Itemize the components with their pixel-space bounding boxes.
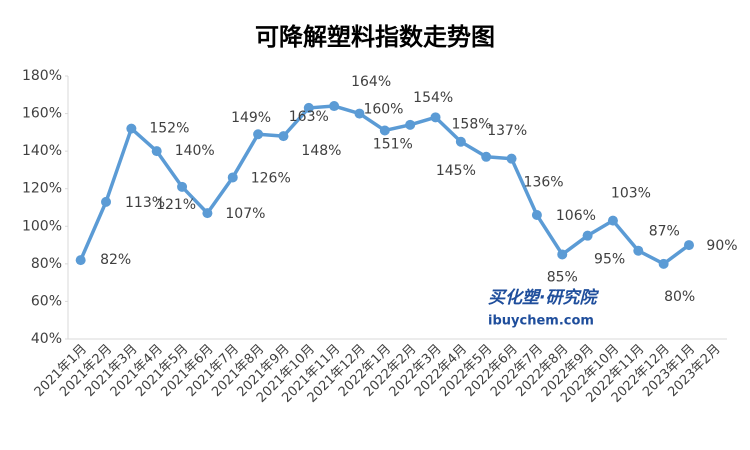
data-point bbox=[506, 153, 517, 164]
data-point bbox=[379, 125, 390, 136]
data-label: 107% bbox=[225, 206, 265, 222]
data-point bbox=[303, 102, 314, 113]
y-tick-label: 140% bbox=[22, 143, 62, 159]
y-tick-label: 40% bbox=[31, 331, 62, 347]
data-label: 163% bbox=[289, 109, 329, 125]
data-point bbox=[557, 249, 568, 260]
data-label: 160% bbox=[363, 102, 403, 118]
data-point bbox=[658, 258, 669, 269]
watermark-site: ibuychem.com bbox=[488, 314, 594, 329]
data-label: 82% bbox=[100, 252, 131, 268]
data-point bbox=[151, 146, 162, 157]
data-label: 87% bbox=[649, 224, 680, 240]
data-point bbox=[531, 210, 542, 221]
data-point bbox=[582, 230, 593, 241]
data-label: 140% bbox=[175, 143, 215, 159]
data-label: 164% bbox=[351, 74, 391, 90]
chart-title: 可降解塑料指数走势图 bbox=[255, 23, 495, 51]
y-tick-label: 100% bbox=[22, 218, 62, 234]
data-point bbox=[253, 129, 264, 140]
y-tick-label: 60% bbox=[31, 293, 62, 309]
data-label: 113% bbox=[125, 195, 165, 211]
data-point bbox=[405, 119, 416, 130]
data-point bbox=[481, 151, 492, 162]
data-label: 148% bbox=[301, 143, 341, 159]
y-tick-label: 180% bbox=[22, 68, 62, 84]
data-point bbox=[607, 215, 618, 226]
data-point bbox=[101, 196, 112, 207]
data-label: 95% bbox=[594, 252, 625, 268]
y-tick-label: 80% bbox=[31, 256, 62, 272]
data-label: 149% bbox=[231, 110, 271, 126]
data-point bbox=[278, 131, 289, 142]
data-label: 126% bbox=[251, 170, 291, 186]
data-label: 145% bbox=[436, 163, 476, 179]
data-point bbox=[202, 208, 213, 219]
data-label: 85% bbox=[547, 269, 578, 285]
data-point bbox=[75, 255, 86, 266]
data-label: 90% bbox=[706, 238, 737, 254]
data-label: 151% bbox=[373, 136, 413, 152]
data-label: 137% bbox=[487, 123, 527, 139]
data-point bbox=[633, 245, 644, 256]
data-label: 136% bbox=[524, 175, 564, 191]
data-label: 152% bbox=[149, 121, 189, 137]
watermark-brand: 买化塑·研究院 bbox=[488, 288, 599, 308]
data-label: 103% bbox=[611, 186, 651, 202]
data-label: 121% bbox=[156, 197, 196, 213]
data-label: 106% bbox=[556, 208, 596, 224]
y-tick-label: 120% bbox=[22, 181, 62, 197]
y-tick-label: 160% bbox=[22, 106, 62, 122]
data-label: 80% bbox=[664, 289, 695, 305]
data-point bbox=[354, 108, 365, 119]
data-point bbox=[177, 181, 188, 192]
data-label: 158% bbox=[452, 116, 492, 132]
data-point bbox=[227, 172, 238, 183]
data-point bbox=[455, 136, 466, 147]
data-point bbox=[329, 101, 340, 112]
data-label: 154% bbox=[413, 90, 453, 106]
data-point bbox=[430, 112, 441, 123]
data-point bbox=[126, 123, 137, 134]
data-point bbox=[683, 240, 694, 251]
